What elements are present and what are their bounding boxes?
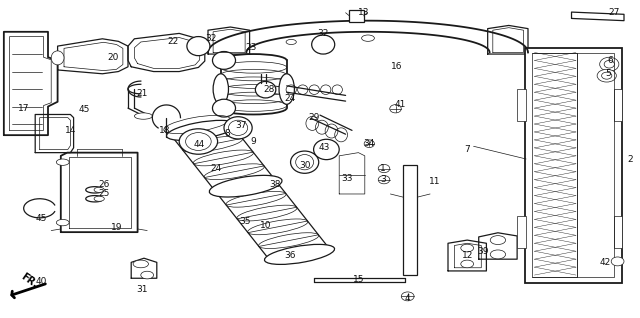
Text: 41: 41 <box>394 100 406 109</box>
Text: 17: 17 <box>18 104 29 113</box>
Ellipse shape <box>133 260 148 268</box>
Text: 6: 6 <box>607 56 612 65</box>
Text: 5: 5 <box>605 69 611 78</box>
Ellipse shape <box>212 52 236 69</box>
Text: 36: 36 <box>284 252 296 260</box>
Text: 23: 23 <box>245 43 257 52</box>
Text: 15: 15 <box>353 275 364 284</box>
Text: 42: 42 <box>599 258 611 267</box>
Text: 45: 45 <box>36 214 47 223</box>
Ellipse shape <box>179 129 218 154</box>
Text: 28: 28 <box>263 85 275 93</box>
Text: 25: 25 <box>98 190 109 198</box>
Text: 12: 12 <box>461 252 473 260</box>
Text: 3: 3 <box>380 175 385 184</box>
Ellipse shape <box>314 139 339 160</box>
Text: 8: 8 <box>225 129 230 138</box>
Text: 11: 11 <box>429 177 441 186</box>
Text: 18: 18 <box>159 126 171 135</box>
Text: 2: 2 <box>628 155 633 163</box>
Text: 38: 38 <box>269 180 281 189</box>
Ellipse shape <box>611 257 624 266</box>
Text: 19: 19 <box>111 223 122 232</box>
Text: 31: 31 <box>136 285 148 294</box>
Ellipse shape <box>56 219 69 226</box>
Bar <box>517 89 526 121</box>
Text: 37: 37 <box>235 121 246 130</box>
Text: 20: 20 <box>108 53 119 62</box>
Text: 29: 29 <box>308 113 319 122</box>
Ellipse shape <box>390 105 401 113</box>
Text: 14: 14 <box>65 126 76 135</box>
Bar <box>614 89 622 121</box>
Bar <box>525 48 622 283</box>
Text: 39: 39 <box>477 247 488 256</box>
Text: 10: 10 <box>260 221 271 230</box>
Ellipse shape <box>166 121 237 140</box>
Ellipse shape <box>490 236 506 245</box>
Bar <box>577 53 614 277</box>
Ellipse shape <box>224 117 252 139</box>
Bar <box>532 53 577 277</box>
Ellipse shape <box>378 164 390 173</box>
Text: 22: 22 <box>167 37 179 46</box>
Ellipse shape <box>378 176 390 184</box>
Ellipse shape <box>187 37 210 56</box>
Text: 4: 4 <box>405 294 410 303</box>
Ellipse shape <box>461 244 474 252</box>
Ellipse shape <box>362 35 374 41</box>
Bar <box>517 216 526 248</box>
Text: 35: 35 <box>239 217 251 225</box>
Ellipse shape <box>312 35 335 54</box>
Text: 32: 32 <box>205 34 217 43</box>
Ellipse shape <box>264 245 335 264</box>
Text: 1: 1 <box>380 164 385 173</box>
Text: 43: 43 <box>319 143 330 152</box>
Text: 27: 27 <box>609 8 620 17</box>
Text: 44: 44 <box>193 140 205 149</box>
Text: 34: 34 <box>363 139 374 148</box>
Ellipse shape <box>213 74 228 104</box>
Text: 26: 26 <box>98 180 109 189</box>
Ellipse shape <box>279 74 294 104</box>
Text: 24: 24 <box>210 164 221 173</box>
Text: 13: 13 <box>358 8 369 17</box>
Text: 40: 40 <box>36 277 47 286</box>
Bar <box>349 10 364 22</box>
Bar <box>403 165 417 275</box>
Text: 21: 21 <box>136 89 148 98</box>
Ellipse shape <box>212 99 236 117</box>
Text: 7: 7 <box>465 145 470 154</box>
Ellipse shape <box>291 151 319 173</box>
Text: 9: 9 <box>250 137 255 146</box>
Ellipse shape <box>141 271 154 279</box>
Ellipse shape <box>461 260 474 268</box>
Text: 32: 32 <box>317 29 329 38</box>
Ellipse shape <box>94 196 104 201</box>
Ellipse shape <box>600 57 619 71</box>
Ellipse shape <box>134 113 152 119</box>
Text: 16: 16 <box>391 62 403 71</box>
Ellipse shape <box>209 175 282 197</box>
Text: 24: 24 <box>284 94 296 103</box>
Ellipse shape <box>94 187 104 192</box>
Ellipse shape <box>490 250 506 259</box>
Ellipse shape <box>51 51 64 65</box>
Text: FR.: FR. <box>19 271 40 290</box>
Text: 30: 30 <box>299 161 310 170</box>
Text: 33: 33 <box>341 174 353 183</box>
Ellipse shape <box>597 69 616 82</box>
Bar <box>614 216 622 248</box>
Text: 45: 45 <box>79 105 90 114</box>
Ellipse shape <box>56 159 69 165</box>
Ellipse shape <box>255 81 276 98</box>
Ellipse shape <box>364 140 374 148</box>
Ellipse shape <box>401 292 414 301</box>
